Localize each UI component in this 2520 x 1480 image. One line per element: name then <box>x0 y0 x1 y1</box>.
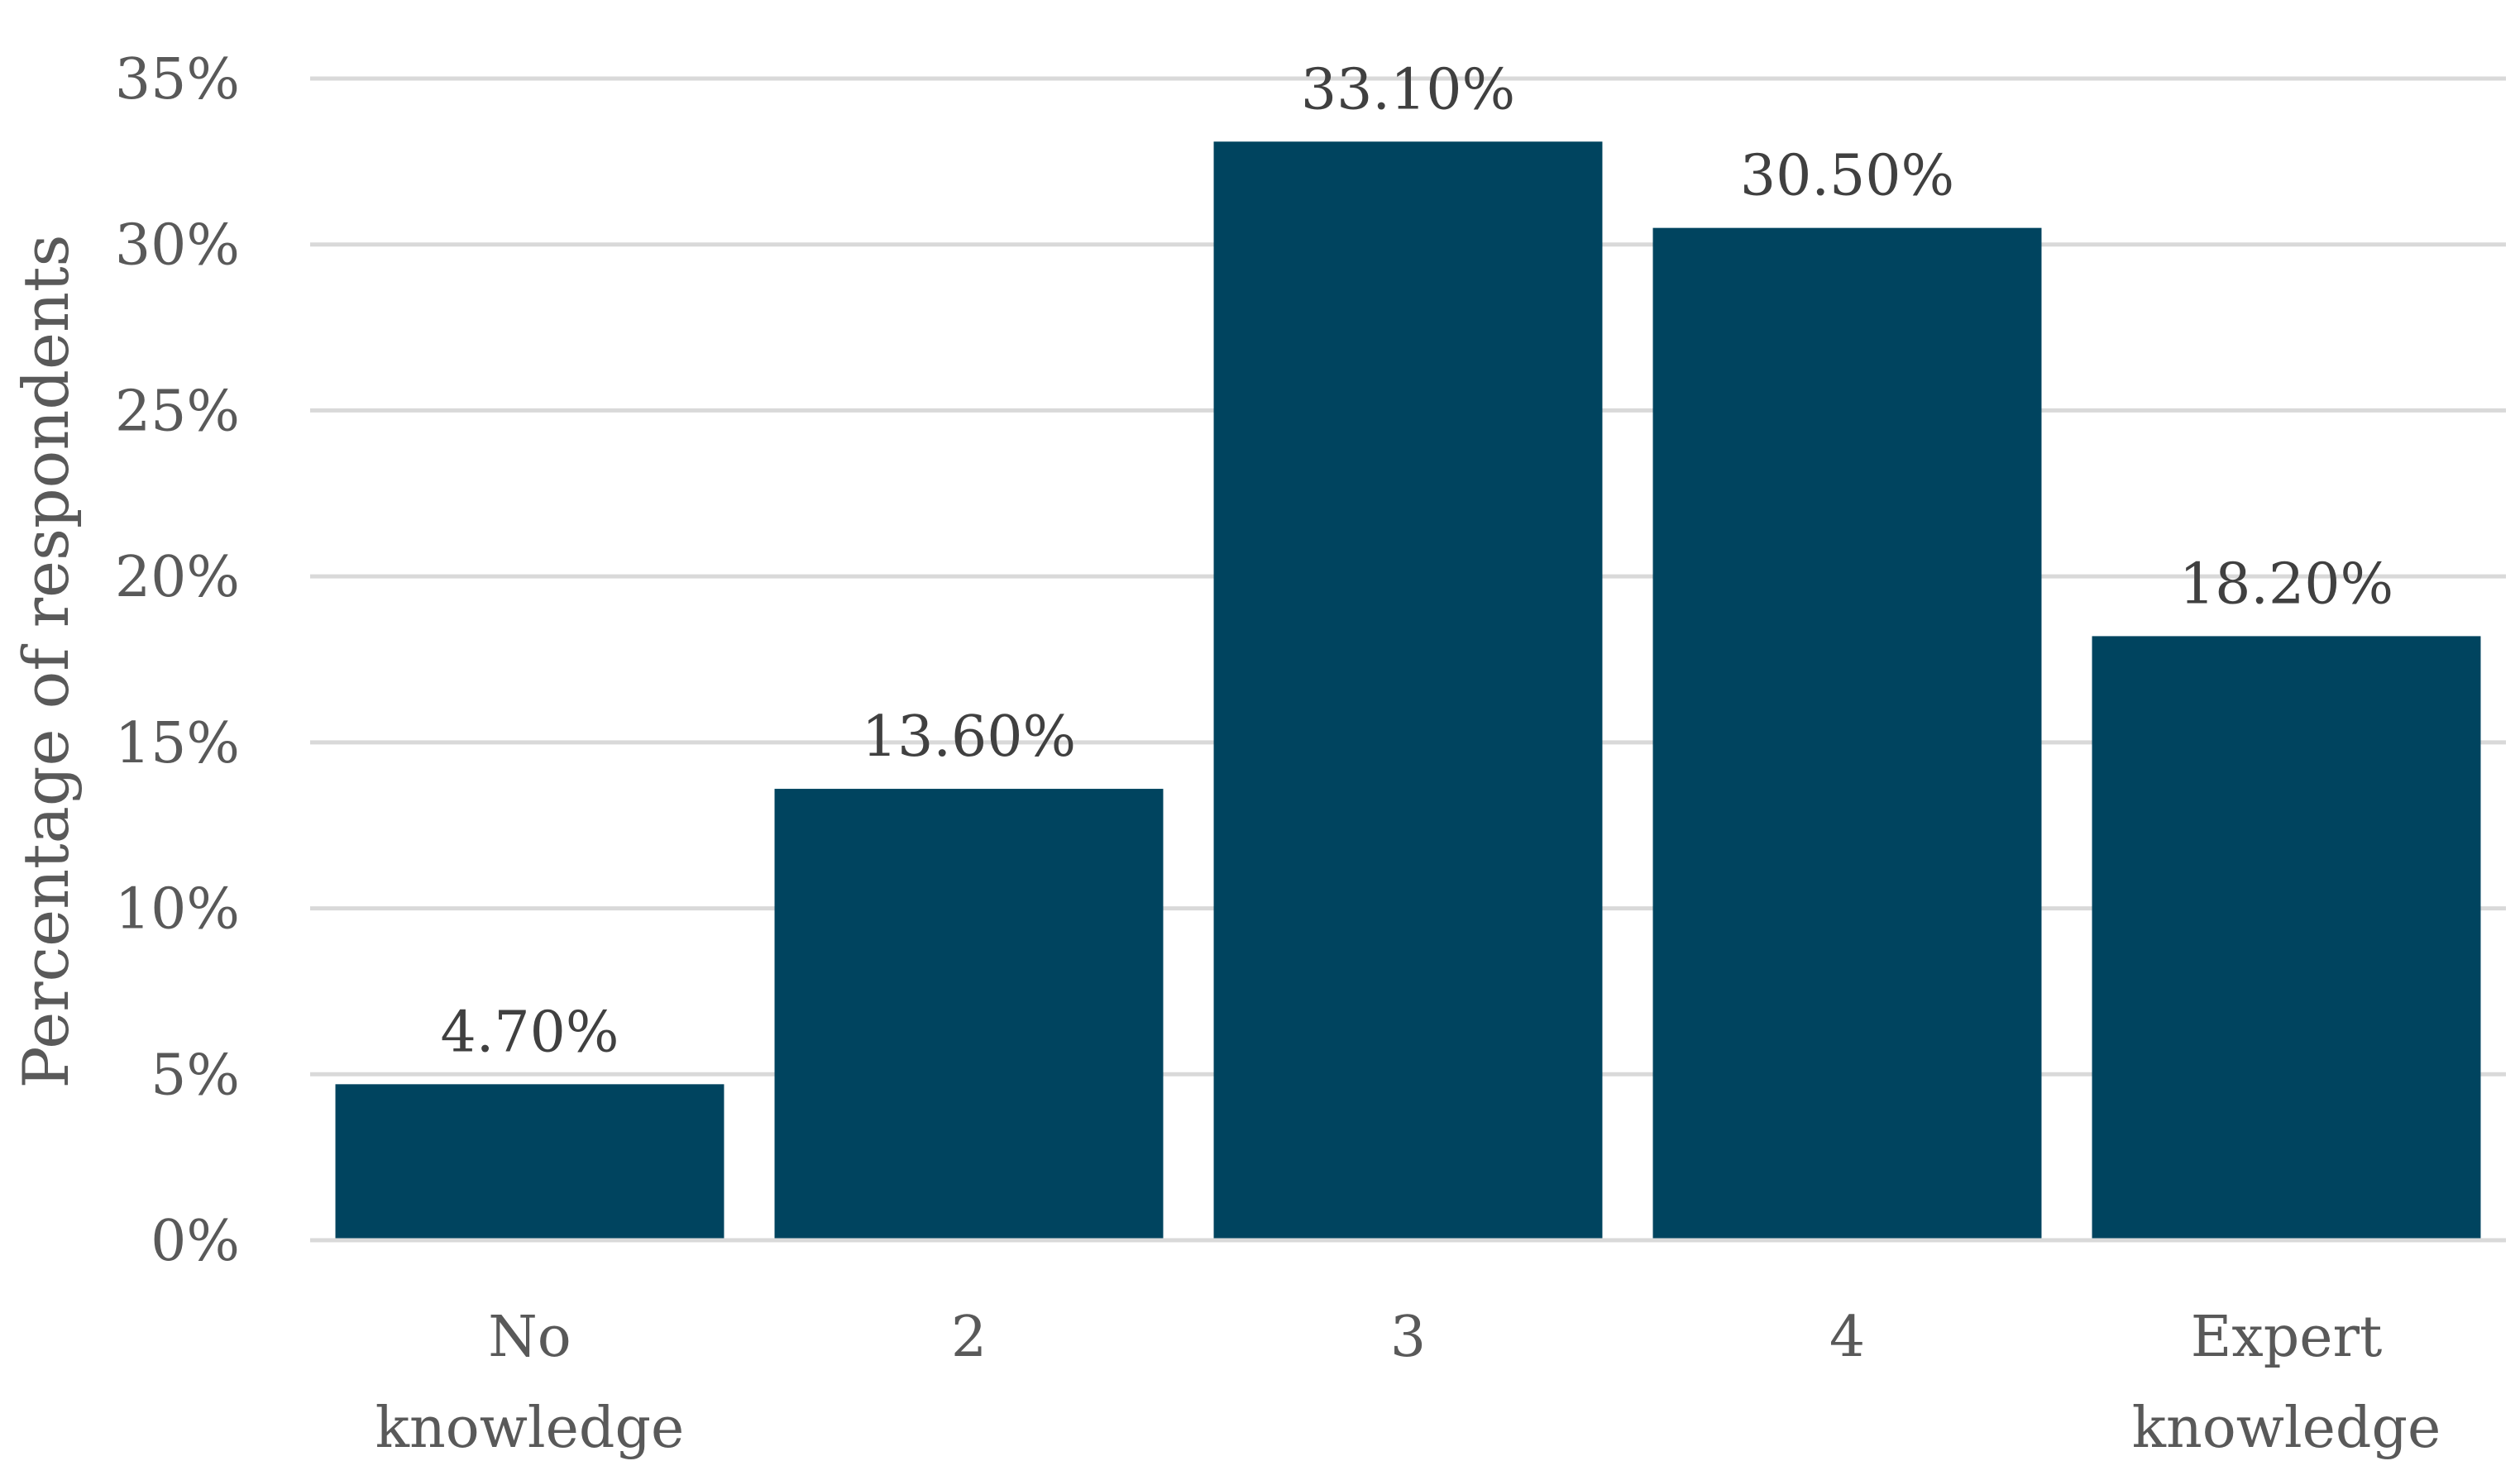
x-category-label: 2 <box>951 1305 987 1370</box>
x-category-label: Expert knowledge <box>2132 1305 2441 1461</box>
x-category-label: 4 <box>1829 1305 1865 1370</box>
y-tick-label: 20% <box>115 545 240 610</box>
y-axis-ticks: 0% 5% 10% 15% 20% 25% 30% 35% <box>115 47 240 1274</box>
data-label: 30.50% <box>1740 144 1954 209</box>
bars <box>335 141 2481 1241</box>
y-axis-title: Percentage of respondents <box>9 235 83 1089</box>
bar <box>2092 636 2481 1240</box>
bar <box>335 1084 724 1240</box>
data-label: 33.10% <box>1301 57 1515 122</box>
y-tick-label: 10% <box>115 877 240 943</box>
data-labels: 4.70% 13.60% 33.10% 30.50% 18.20% <box>440 57 2393 1065</box>
y-tick-label: 25% <box>115 379 240 444</box>
data-label: 4.70% <box>440 1000 619 1065</box>
bar <box>1213 141 1603 1240</box>
data-label: 18.20% <box>2179 551 2393 617</box>
x-category-label: 3 <box>1390 1305 1426 1370</box>
y-tick-label: 30% <box>115 213 240 279</box>
y-tick-label: 0% <box>151 1209 240 1274</box>
y-tick-label: 35% <box>115 47 240 112</box>
data-label: 13.60% <box>862 704 1076 770</box>
bar <box>1652 227 2042 1241</box>
x-category-label: No knowledge <box>375 1305 684 1461</box>
y-tick-label: 5% <box>151 1043 240 1108</box>
bar <box>774 789 1164 1240</box>
x-axis-category-labels: No knowledge 2 3 4 Expert knowledge <box>375 1305 2441 1461</box>
y-tick-label: 15% <box>115 711 240 776</box>
